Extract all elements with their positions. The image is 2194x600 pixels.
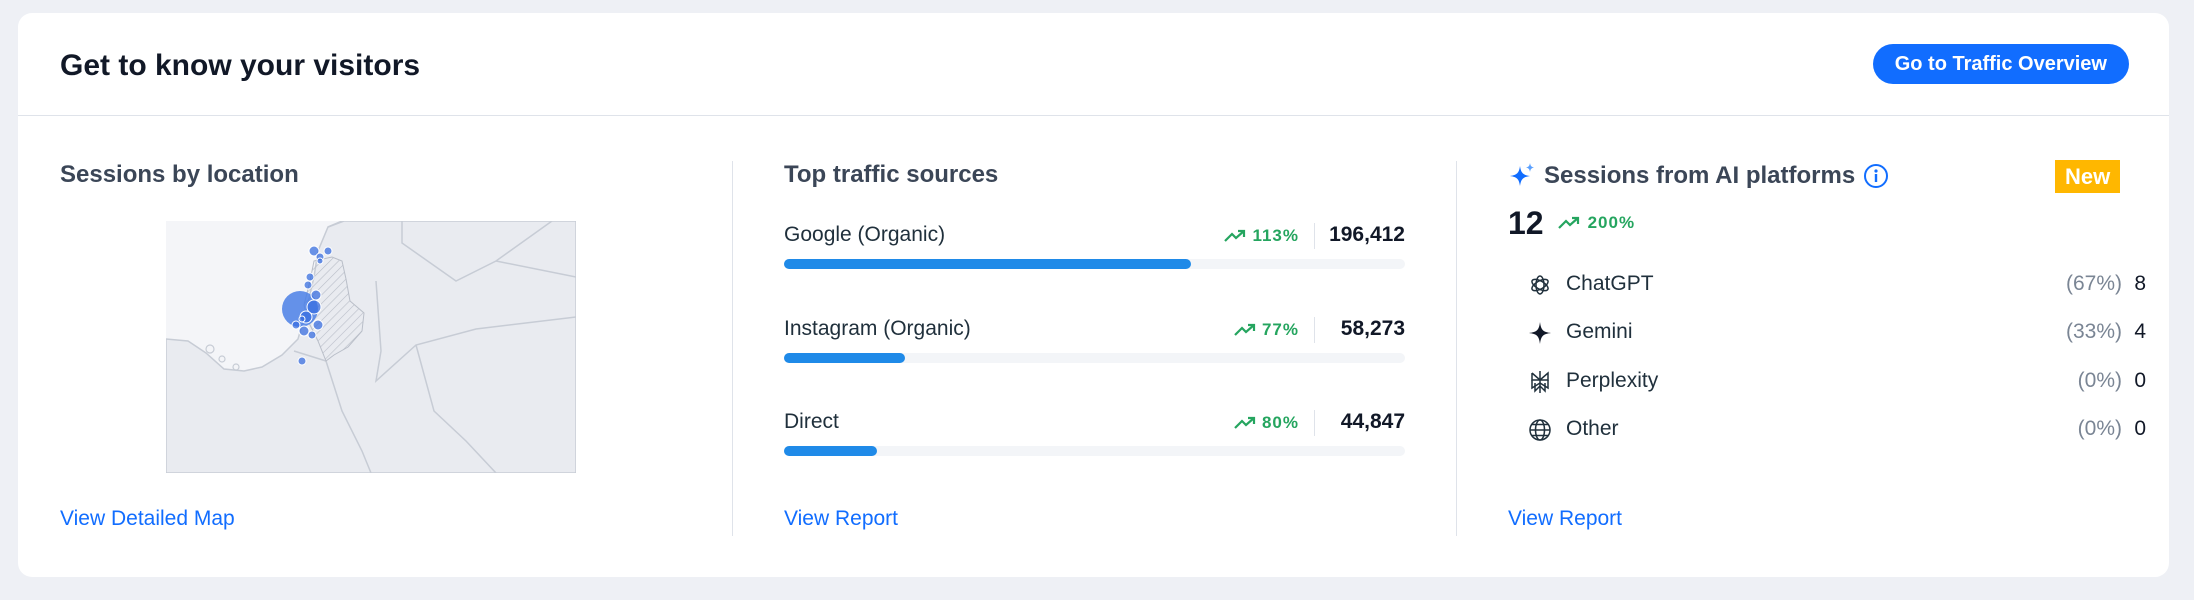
- ai-total: 12 200%: [1508, 203, 1635, 243]
- session-markers: [282, 245, 333, 366]
- card-header: Get to know your visitors Go to Traffic …: [18, 13, 2169, 116]
- map-graphic: [165, 220, 577, 474]
- source-value: 196,412: [1329, 223, 1405, 246]
- ai-platform-name: ChatGPT: [1566, 272, 1654, 295]
- traffic-source-row[interactable]: Direct 80% 44,847: [784, 410, 1405, 470]
- source-bar-track: [784, 353, 1405, 363]
- ai-title-group: Sessions from AI platforms: [1508, 161, 1889, 191]
- sources-view-report-link[interactable]: View Report: [784, 507, 899, 530]
- session-marker: [298, 325, 310, 337]
- session-marker: [312, 319, 324, 331]
- source-bar-track: [784, 446, 1405, 456]
- visitors-card: Get to know your visitors Go to Traffic …: [18, 13, 2169, 577]
- ai-platform-percent: (33%): [2065, 320, 2122, 343]
- traffic-overview-button[interactable]: Go to Traffic Overview: [1872, 44, 2129, 84]
- session-marker: [303, 280, 313, 290]
- value-separator: [1314, 223, 1315, 249]
- session-marker: [316, 257, 324, 265]
- ai-platform-percent: (0%): [2077, 369, 2122, 392]
- trend-percent: 77%: [1261, 320, 1299, 339]
- ai-platform-name: Other: [1566, 417, 1619, 440]
- source-name: Instagram (Organic): [784, 317, 971, 340]
- session-marker: [308, 245, 320, 257]
- ai-title: Sessions from AI platforms: [1544, 162, 1856, 189]
- ai-platform-count: 8: [2134, 272, 2146, 295]
- card-title: Get to know your visitors: [60, 49, 421, 82]
- source-trend: 77%: [1234, 319, 1299, 341]
- ai-platform-percent: (0%): [2077, 417, 2122, 440]
- session-marker: [323, 246, 333, 256]
- ai-platform-count: 4: [2134, 320, 2146, 343]
- view-detailed-map-link[interactable]: View Detailed Map: [60, 507, 235, 530]
- traffic-source-row[interactable]: Google (Organic) 113% 196,412: [784, 223, 1405, 283]
- trend-up-icon: [1234, 323, 1256, 336]
- ai-total-trend: 200%: [1557, 213, 1636, 233]
- trend-up-icon: [1557, 216, 1579, 229]
- source-bar-fill: [784, 446, 878, 456]
- sessions-map[interactable]: [165, 220, 577, 474]
- source-trend: 80%: [1234, 412, 1299, 434]
- location-title: Sessions by location: [60, 161, 299, 188]
- new-badge: New: [2055, 160, 2121, 193]
- globe-icon: [1529, 419, 1551, 441]
- source-trend: 113%: [1224, 225, 1299, 247]
- ai-platform-name: Gemini: [1566, 320, 1633, 343]
- ai-platform-row: Other (0%) 0: [1528, 415, 2146, 445]
- source-name: Direct: [784, 410, 839, 433]
- ai-platform-row: Gemini (33%) 4: [1528, 318, 2146, 348]
- ai-platform-count: 0: [2134, 417, 2146, 440]
- trend-percent: 200%: [1587, 213, 1636, 232]
- source-bar-track: [784, 259, 1405, 269]
- value-separator: [1314, 317, 1315, 343]
- trend-percent: 113%: [1252, 226, 1299, 245]
- source-value: 58,273: [1340, 317, 1405, 340]
- column-divider: [1456, 161, 1457, 536]
- session-marker: [291, 320, 301, 330]
- source-name: Google (Organic): [784, 223, 946, 246]
- source-bar-fill: [784, 353, 906, 363]
- perplexity-icon: [1531, 371, 1549, 393]
- source-bar-fill: [784, 259, 1192, 269]
- ai-view-report-link[interactable]: View Report: [1508, 507, 1623, 530]
- session-marker: [298, 315, 306, 323]
- trend-percent: 80%: [1261, 413, 1299, 432]
- session-marker: [297, 356, 307, 366]
- value-separator: [1314, 410, 1315, 436]
- trend-up-icon: [1224, 229, 1246, 242]
- ai-platform-name: Perplexity: [1566, 369, 1659, 392]
- session-marker: [307, 330, 317, 340]
- ai-total-value: 12: [1508, 204, 1544, 241]
- column-divider: [732, 161, 733, 536]
- ai-platform-percent: (67%): [2065, 272, 2122, 295]
- ai-platform-row: ChatGPT (67%) 8: [1528, 270, 2146, 300]
- source-value: 44,847: [1340, 410, 1405, 433]
- gemini-icon: [1529, 322, 1551, 344]
- ai-platform-count: 0: [2134, 369, 2146, 392]
- ai-sparkle-icon: [1510, 163, 1534, 186]
- info-icon[interactable]: [1863, 163, 1889, 189]
- traffic-source-row[interactable]: Instagram (Organic) 77% 58,273: [784, 317, 1405, 377]
- session-marker: [305, 272, 315, 282]
- session-marker: [310, 289, 322, 301]
- trend-up-icon: [1234, 416, 1256, 429]
- sources-title: Top traffic sources: [784, 161, 999, 188]
- chatgpt-icon: [1531, 275, 1549, 295]
- ai-platform-row: Perplexity (0%) 0: [1528, 367, 2146, 397]
